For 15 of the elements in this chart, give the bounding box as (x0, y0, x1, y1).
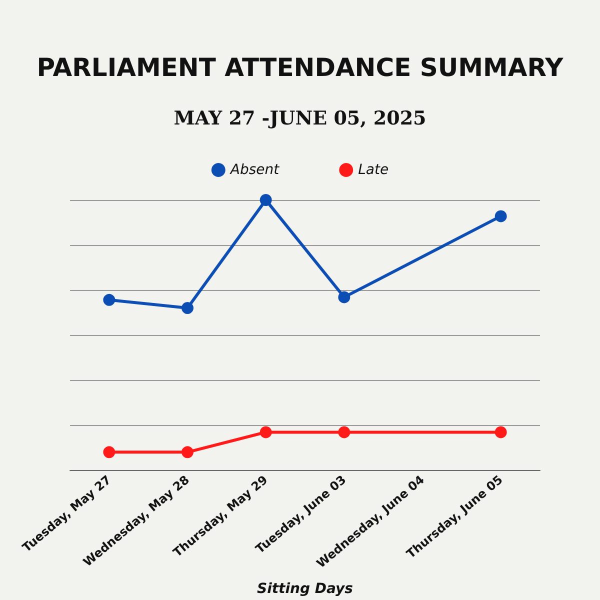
point (182, 446, 194, 458)
chart-title: PARLIAMENT ATTENDANCE SUMMARY (36, 53, 564, 82)
chart-subtitle: MAY 27 -JUNE 05, 2025 (174, 108, 426, 130)
point (103, 446, 116, 458)
point (260, 194, 272, 206)
legend-label: Late (358, 162, 389, 178)
point (260, 426, 272, 438)
point (338, 426, 350, 438)
x-axis-title: Sitting Days (256, 581, 354, 597)
legend-label: Absent (229, 162, 280, 178)
point (182, 302, 194, 314)
point (494, 426, 507, 438)
point (494, 210, 507, 222)
point (338, 291, 350, 304)
point (103, 294, 116, 306)
